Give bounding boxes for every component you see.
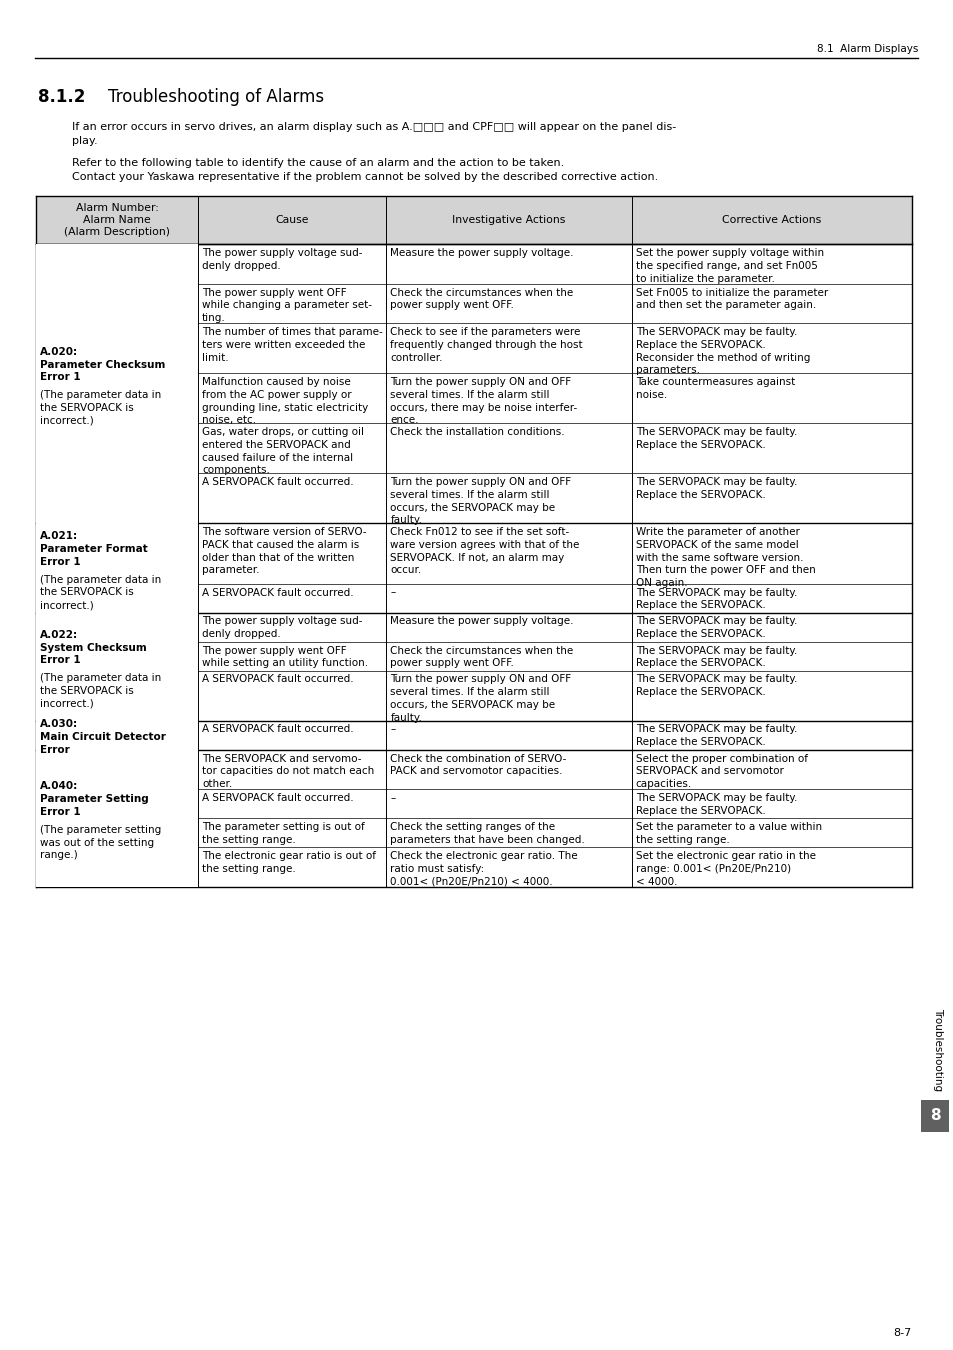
Text: Check the combination of SERVO-
PACK and servomotor capacities.: Check the combination of SERVO- PACK and… (390, 753, 566, 776)
Text: A SERVOPACK fault occurred.: A SERVOPACK fault occurred. (202, 792, 354, 803)
Text: A.020:
Parameter Checksum
Error 1: A.020: Parameter Checksum Error 1 (40, 347, 165, 382)
Text: Take countermeasures against
noise.: Take countermeasures against noise. (635, 377, 794, 400)
Text: (The parameter data in
the SERVOPACK is
incorrect.): (The parameter data in the SERVOPACK is … (40, 674, 161, 709)
Text: Check the electronic gear ratio. The
ratio must satisfy:
0.001< (Pn20E/Pn210) < : Check the electronic gear ratio. The rat… (390, 850, 578, 887)
Bar (36, 522, 198, 613)
Text: Alarm Number:
Alarm Name
(Alarm Description): Alarm Number: Alarm Name (Alarm Descript… (64, 202, 170, 238)
Text: (The parameter data in
the SERVOPACK is
incorrect.): (The parameter data in the SERVOPACK is … (40, 575, 161, 610)
Text: The SERVOPACK may be faulty.
Replace the SERVOPACK.: The SERVOPACK may be faulty. Replace the… (635, 477, 796, 500)
Text: Turn the power supply ON and OFF
several times. If the alarm still
occurs, there: Turn the power supply ON and OFF several… (390, 377, 578, 425)
Text: The SERVOPACK and servomo-
tor capacities do not match each
other.: The SERVOPACK and servomo- tor capacitie… (202, 753, 374, 790)
Text: A SERVOPACK fault occurred.: A SERVOPACK fault occurred. (202, 725, 354, 734)
Text: Check the installation conditions.: Check the installation conditions. (390, 427, 564, 437)
Text: The SERVOPACK may be faulty.
Replace the SERVOPACK.: The SERVOPACK may be faulty. Replace the… (635, 427, 796, 450)
Text: A.030:
Main Circuit Detector
Error: A.030: Main Circuit Detector Error (40, 720, 166, 755)
Text: The power supply went OFF
while setting an utility function.: The power supply went OFF while setting … (202, 645, 368, 668)
Text: A.040:
Parameter Setting
Error 1: A.040: Parameter Setting Error 1 (40, 782, 149, 817)
Text: –: – (390, 792, 395, 803)
Text: 8: 8 (929, 1108, 940, 1123)
Text: Check the circumstances when the
power supply went OFF.: Check the circumstances when the power s… (390, 288, 573, 311)
Text: Malfunction caused by noise
from the AC power supply or
grounding line, static e: Malfunction caused by noise from the AC … (202, 377, 368, 425)
Text: Investigative Actions: Investigative Actions (452, 215, 565, 225)
Text: 8-7: 8-7 (893, 1328, 911, 1338)
Text: 8.1  Alarm Displays: 8.1 Alarm Displays (816, 45, 917, 54)
Text: Turn the power supply ON and OFF
several times. If the alarm still
occurs, the S: Turn the power supply ON and OFF several… (390, 477, 571, 525)
Text: –: – (390, 587, 395, 598)
Text: Troubleshooting of Alarms: Troubleshooting of Alarms (108, 88, 324, 107)
Text: The power supply voltage sud-
denly dropped.: The power supply voltage sud- denly drop… (202, 248, 362, 271)
Text: The power supply went OFF
while changing a parameter set-
ting.: The power supply went OFF while changing… (202, 288, 372, 323)
Text: A.022:
System Checksum
Error 1: A.022: System Checksum Error 1 (40, 629, 147, 666)
Bar (36, 721, 198, 749)
Bar (36, 196, 911, 244)
Text: A SERVOPACK fault occurred.: A SERVOPACK fault occurred. (202, 477, 354, 487)
Text: The electronic gear ratio is out of
the setting range.: The electronic gear ratio is out of the … (202, 850, 375, 873)
Text: Measure the power supply voltage.: Measure the power supply voltage. (390, 248, 574, 258)
Text: Cause: Cause (275, 215, 309, 225)
Text: Set the parameter to a value within
the setting range.: Set the parameter to a value within the … (635, 822, 821, 845)
Text: Write the parameter of another
SERVOPACK of the same model
with the same softwar: Write the parameter of another SERVOPACK… (635, 526, 815, 589)
Text: –: – (390, 725, 395, 734)
Text: A SERVOPACK fault occurred.: A SERVOPACK fault occurred. (202, 587, 354, 598)
Text: Measure the power supply voltage.: Measure the power supply voltage. (390, 617, 574, 626)
Text: Set Fn005 to initialize the parameter
and then set the parameter again.: Set Fn005 to initialize the parameter an… (635, 288, 827, 311)
Text: Set the electronic gear ratio in the
range: 0.001< (Pn20E/Pn210)
< 4000.: Set the electronic gear ratio in the ran… (635, 850, 815, 887)
Text: A.021:
Parameter Format
Error 1: A.021: Parameter Format Error 1 (40, 531, 148, 567)
Text: The SERVOPACK may be faulty.
Replace the SERVOPACK.: The SERVOPACK may be faulty. Replace the… (635, 792, 796, 815)
Text: The SERVOPACK may be faulty.
Replace the SERVOPACK.: The SERVOPACK may be faulty. Replace the… (635, 725, 796, 748)
Bar (36, 749, 198, 887)
Text: Check the circumstances when the
power supply went OFF.: Check the circumstances when the power s… (390, 645, 573, 668)
Bar (920, 1100, 948, 1133)
Text: The power supply voltage sud-
denly dropped.: The power supply voltage sud- denly drop… (202, 617, 362, 640)
Text: The software version of SERVO-
PACK that caused the alarm is
older than that of : The software version of SERVO- PACK that… (202, 526, 366, 575)
Bar (36, 244, 198, 522)
Text: If an error occurs in servo drives, an alarm display such as A.□□□ and CPF□□ wil: If an error occurs in servo drives, an a… (71, 122, 676, 132)
Text: (The parameter setting
was out of the setting
range.): (The parameter setting was out of the se… (40, 825, 161, 860)
Text: Select the proper combination of
SERVOPACK and servomotor
capacities.: Select the proper combination of SERVOPA… (635, 753, 807, 790)
Text: 8.1.2: 8.1.2 (38, 88, 85, 107)
Bar (36, 613, 198, 721)
Text: Check to see if the parameters were
frequently changed through the host
controll: Check to see if the parameters were freq… (390, 327, 582, 363)
Text: Corrective Actions: Corrective Actions (721, 215, 821, 225)
Text: Contact your Yaskawa representative if the problem cannot be solved by the descr: Contact your Yaskawa representative if t… (71, 171, 658, 182)
Text: The number of times that parame-
ters were written exceeded the
limit.: The number of times that parame- ters we… (202, 327, 382, 363)
Text: The parameter setting is out of
the setting range.: The parameter setting is out of the sett… (202, 822, 364, 845)
Text: The SERVOPACK may be faulty.
Replace the SERVOPACK.: The SERVOPACK may be faulty. Replace the… (635, 617, 796, 640)
Text: Gas, water drops, or cutting oil
entered the SERVOPACK and
caused failure of the: Gas, water drops, or cutting oil entered… (202, 427, 364, 475)
Text: play.: play. (71, 136, 97, 146)
Text: Set the power supply voltage within
the specified range, and set Fn005
to initia: Set the power supply voltage within the … (635, 248, 823, 284)
Text: The SERVOPACK may be faulty.
Replace the SERVOPACK.: The SERVOPACK may be faulty. Replace the… (635, 587, 796, 610)
Text: Troubleshooting: Troubleshooting (932, 1008, 942, 1092)
Text: Check Fn012 to see if the set soft-
ware version agrees with that of the
SERVOPA: Check Fn012 to see if the set soft- ware… (390, 526, 579, 575)
Text: Check the setting ranges of the
parameters that have been changed.: Check the setting ranges of the paramete… (390, 822, 584, 845)
Text: The SERVOPACK may be faulty.
Replace the SERVOPACK.: The SERVOPACK may be faulty. Replace the… (635, 675, 796, 698)
Text: The SERVOPACK may be faulty.
Replace the SERVOPACK.
Reconsider the method of wri: The SERVOPACK may be faulty. Replace the… (635, 327, 809, 375)
Text: (The parameter data in
the SERVOPACK is
incorrect.): (The parameter data in the SERVOPACK is … (40, 390, 161, 425)
Text: Turn the power supply ON and OFF
several times. If the alarm still
occurs, the S: Turn the power supply ON and OFF several… (390, 675, 571, 722)
Text: Refer to the following table to identify the cause of an alarm and the action to: Refer to the following table to identify… (71, 158, 563, 167)
Text: A SERVOPACK fault occurred.: A SERVOPACK fault occurred. (202, 675, 354, 684)
Text: The SERVOPACK may be faulty.
Replace the SERVOPACK.: The SERVOPACK may be faulty. Replace the… (635, 645, 796, 668)
